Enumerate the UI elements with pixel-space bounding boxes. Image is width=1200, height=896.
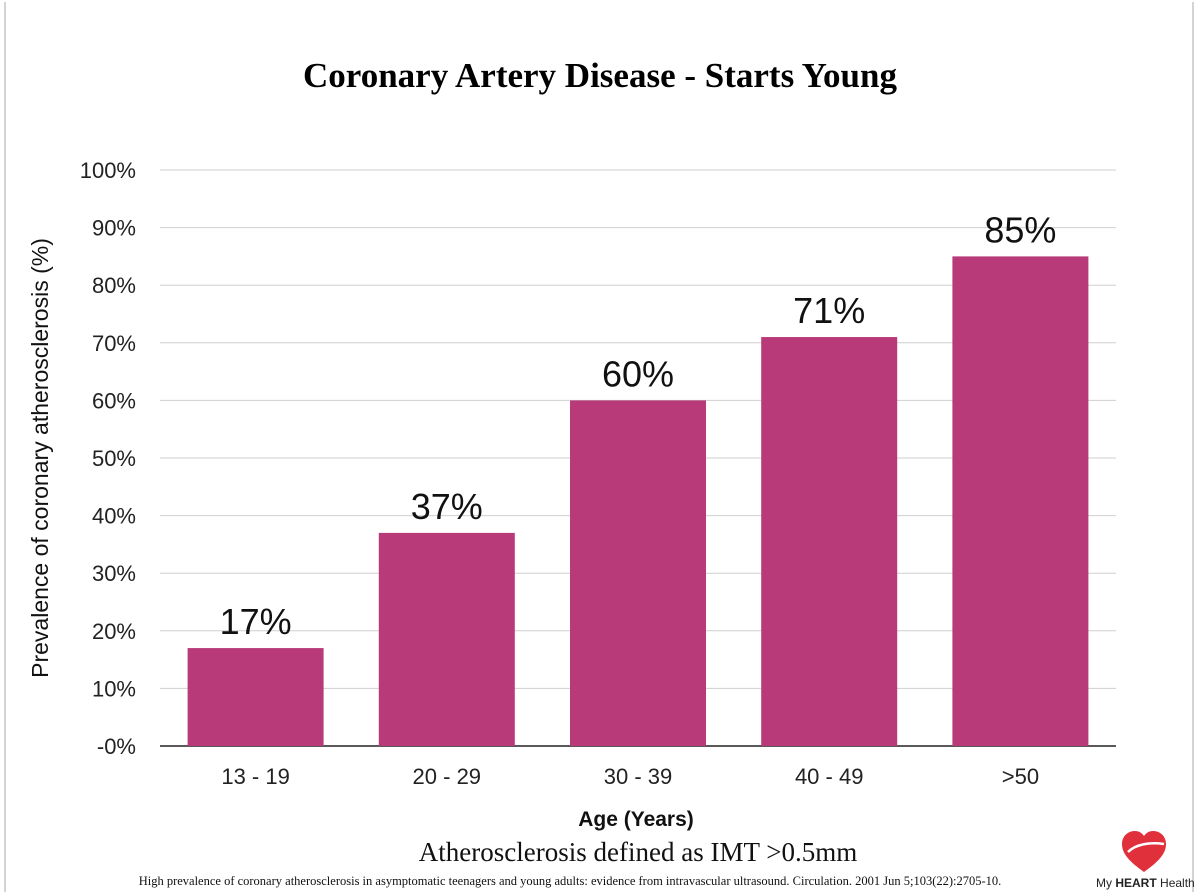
y-tick-label: 50% [92, 446, 136, 471]
y-axis-label: Prevalence of coronary atherosclerosis (… [27, 238, 53, 678]
chart-title: Coronary Artery Disease - Starts Young [303, 56, 897, 95]
y-tick-label: -0% [97, 734, 136, 759]
y-tick-label: 60% [92, 388, 136, 413]
x-tick-label: 40 - 49 [795, 764, 864, 789]
bars [187, 256, 1089, 746]
y-tick-label: 30% [92, 561, 136, 586]
bar [187, 648, 324, 746]
x-tick-label: 30 - 39 [604, 764, 673, 789]
bar-data-label: 37% [411, 486, 483, 527]
logo-prefix: My [1096, 876, 1112, 890]
x-axis-label: Age (Years) [578, 808, 694, 831]
bar-data-label: 85% [984, 209, 1056, 250]
x-tick-label: 20 - 29 [413, 764, 482, 789]
data-labels: 17% 37% 60% 71% 85% [220, 209, 1057, 642]
y-tick-label: 70% [92, 331, 136, 356]
logo-brand: HEART [1115, 876, 1157, 890]
y-tick-label: 40% [92, 504, 136, 529]
logo-suffix: Health [1160, 876, 1195, 890]
y-tick-label: 80% [92, 273, 136, 298]
bar [378, 532, 515, 746]
bar-data-label: 71% [793, 290, 865, 331]
y-tick-label: 100% [80, 158, 136, 183]
bar [761, 337, 898, 746]
logo-text: My HEART Health [1096, 876, 1195, 890]
y-tick-label: 10% [92, 676, 136, 701]
bar-data-label: 17% [220, 601, 292, 642]
heart-icon [1122, 831, 1166, 872]
x-axis-ticks: 13 - 19 20 - 29 30 - 39 40 - 49 >50 [221, 764, 1039, 789]
my-heart-health-logo: My HEART Health [1096, 830, 1195, 894]
x-tick-label: 13 - 19 [221, 764, 290, 789]
chart-subtitle: Atherosclerosis defined as IMT >0.5mm [418, 837, 858, 867]
y-axis-ticks: -0% 10% 20% 30% 40% 50% 60% 70% 80% 90% 100% [80, 158, 136, 759]
x-tick-label: >50 [1002, 764, 1039, 789]
slide-frame [4, 2, 1194, 892]
bar [952, 256, 1089, 746]
bar [570, 400, 706, 746]
y-tick-label: 20% [92, 619, 136, 644]
citation-text: High prevalence of coronary atherosclero… [138, 874, 1002, 888]
bar-data-label: 60% [602, 353, 674, 394]
y-tick-label: 90% [92, 216, 136, 241]
